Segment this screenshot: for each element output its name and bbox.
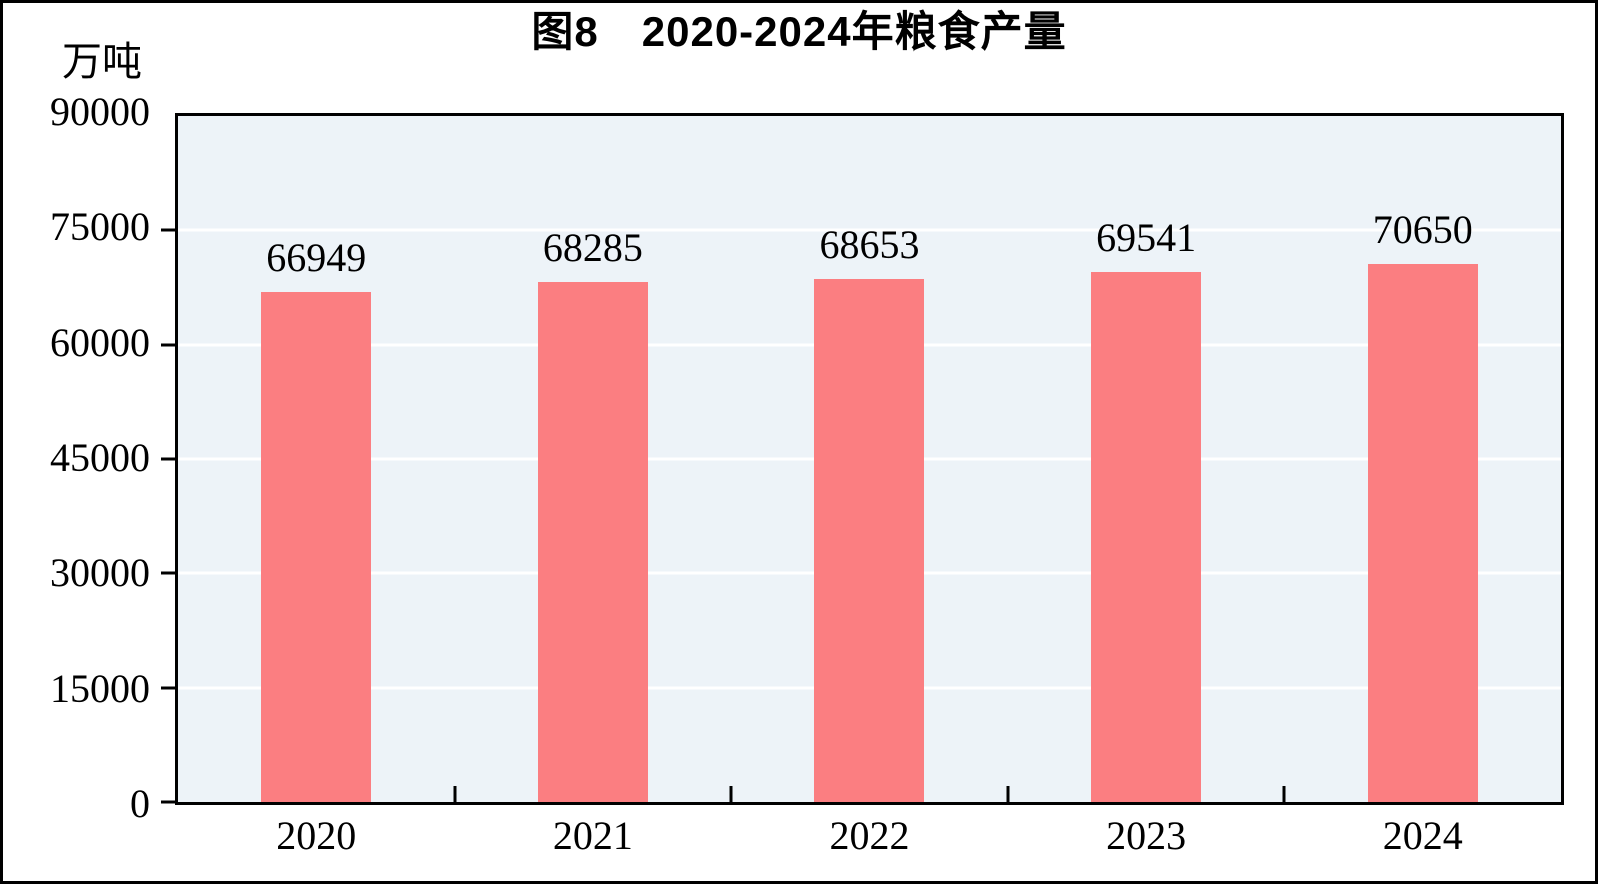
bar-value-label-2023: 69541 bbox=[1096, 214, 1197, 260]
chart-title: 图8 2020-2024年粮食产量 bbox=[531, 8, 1067, 55]
bar-value-label-2022: 68653 bbox=[819, 221, 920, 267]
y-axis-tick-75000 bbox=[161, 228, 175, 232]
bar-value-label-2024: 70650 bbox=[1372, 206, 1473, 252]
x-category-label-2020: 2020 bbox=[276, 813, 357, 858]
bar-slot-2020: 66949 bbox=[178, 116, 455, 802]
y-tick-label-0: 0 bbox=[130, 781, 150, 827]
x-axis-tick-3 bbox=[1006, 786, 1010, 802]
y-tick-label-15000: 15000 bbox=[50, 665, 150, 711]
plot-area: 66949 68285 68653 69541 70650 bbox=[161, 113, 1564, 805]
x-category-label-2024: 2024 bbox=[1382, 813, 1463, 858]
y-tick-label-75000: 75000 bbox=[50, 204, 150, 250]
gridline-75000 bbox=[178, 228, 1561, 232]
bar-slot-2024: 70650 bbox=[1284, 116, 1561, 802]
bar-slot-2022: 68653 bbox=[731, 116, 1008, 802]
x-axis-labels: 2020 2021 2022 2023 2024 bbox=[178, 812, 1561, 868]
x-axis-tick-4 bbox=[1282, 786, 1286, 802]
y-axis-tick-15000 bbox=[161, 686, 175, 690]
bar-2024 bbox=[1367, 263, 1478, 802]
y-axis-tick-45000 bbox=[161, 457, 175, 461]
x-axis-tick-2 bbox=[729, 786, 733, 802]
x-axis-tick-1 bbox=[453, 786, 457, 802]
bar-slot-2023: 69541 bbox=[1008, 116, 1285, 802]
y-tick-label-30000: 30000 bbox=[50, 550, 150, 596]
y-axis-tick-30000 bbox=[161, 571, 175, 575]
bar-2022 bbox=[814, 278, 925, 802]
bar-slot-2021: 68285 bbox=[455, 116, 732, 802]
x-category-label-2023: 2023 bbox=[1106, 813, 1187, 858]
y-axis-unit-label: 万吨 bbox=[62, 39, 142, 84]
y-tick-label-90000: 90000 bbox=[50, 89, 150, 135]
y-tick-label-45000: 45000 bbox=[50, 435, 150, 481]
y-tick-label-60000: 60000 bbox=[50, 319, 150, 365]
y-axis-tick-0 bbox=[161, 800, 175, 804]
x-category-label-2022: 2022 bbox=[829, 813, 910, 858]
bar-value-label-2021: 68285 bbox=[542, 224, 643, 270]
x-category-label-2021: 2021 bbox=[552, 813, 633, 858]
bar-value-label-2020: 66949 bbox=[266, 234, 367, 280]
y-axis-labels: 0 15000 30000 45000 60000 75000 90000 bbox=[0, 92, 150, 824]
bar-2020 bbox=[261, 291, 372, 802]
bar-2023 bbox=[1091, 271, 1202, 802]
y-axis-tick-60000 bbox=[161, 343, 175, 347]
bar-2021 bbox=[537, 281, 648, 802]
